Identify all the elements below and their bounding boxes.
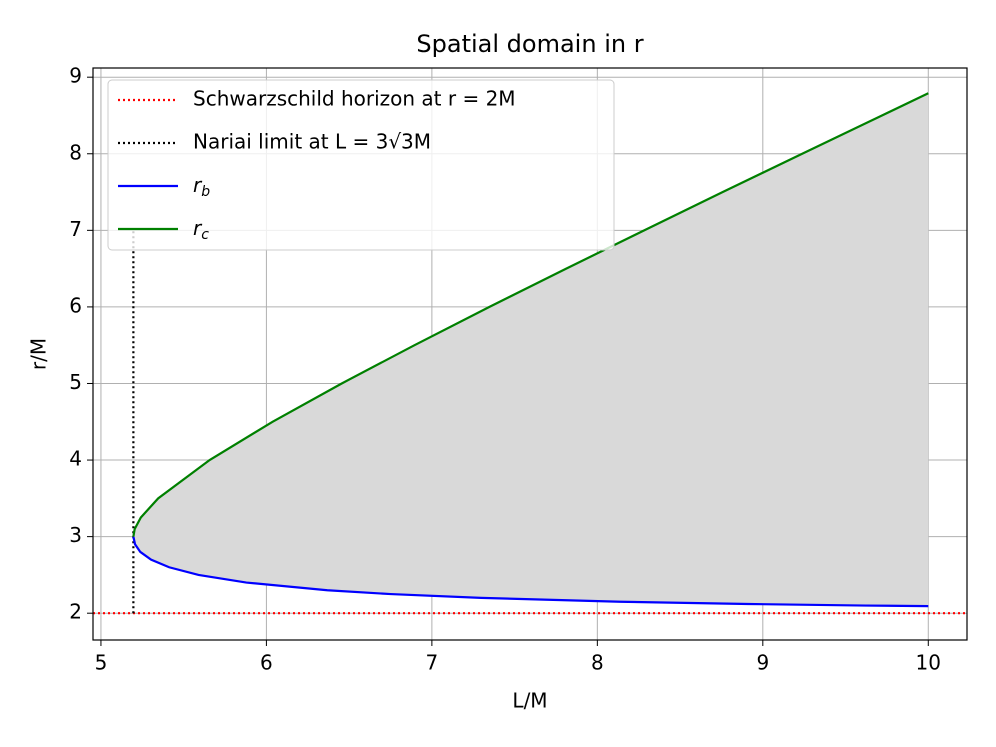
- y-tick-label: 6: [69, 293, 82, 317]
- plot-area: [93, 92, 967, 615]
- y-tick-label: 7: [69, 217, 82, 241]
- legend-label: rb: [193, 173, 210, 201]
- series-line: [132, 536, 929, 608]
- y-tick-label: 9: [69, 64, 82, 88]
- x-tick-label: 7: [426, 651, 439, 675]
- x-tick-label: 6: [260, 651, 273, 675]
- legend-label: rc: [193, 216, 209, 244]
- y-axis-label: r/M: [27, 338, 51, 370]
- x-axis-label: L/M: [512, 689, 547, 713]
- axes-frame: [92, 67, 968, 641]
- x-tick-label: 8: [591, 651, 604, 675]
- x-tick-label: 9: [756, 651, 769, 675]
- domain-fill: [133, 93, 929, 607]
- y-tick-label: 3: [69, 523, 82, 547]
- chart-title: Spatial domain in r: [416, 30, 643, 58]
- y-tick-label: 4: [69, 447, 82, 471]
- legend-label: Schwarzschild horizon at r = 2M: [193, 87, 516, 111]
- x-tick-label: 10: [916, 651, 941, 675]
- legend: Schwarzschild horizon at r = 2M Nariai li…: [107, 79, 615, 251]
- series-line: [132, 92, 929, 537]
- y-tick-label: 5: [69, 370, 82, 394]
- legend-box: [107, 79, 615, 251]
- y-tick-label: 2: [69, 600, 82, 624]
- x-tick-label: 5: [95, 651, 108, 675]
- legend-label: Nariai limit at L = 3√3M: [193, 130, 431, 154]
- y-tick-label: 8: [69, 140, 82, 164]
